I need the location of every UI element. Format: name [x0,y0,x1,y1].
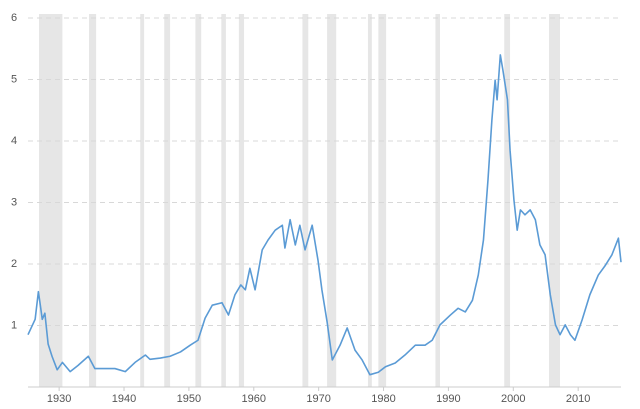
x-tick-label: 1930 [47,393,71,405]
recession-band [140,14,145,387]
y-tick-label: 3 [11,196,17,208]
recession-band [39,14,63,387]
recession-band [88,14,97,387]
x-tick-label: 1960 [242,393,266,405]
x-tick-label: 1970 [306,393,330,405]
y-tick-label: 2 [11,258,17,270]
y-tick-label: 6 [11,12,17,24]
recession-band [195,14,202,387]
recession-band [302,14,309,387]
recession-band [435,14,440,387]
data-line [27,54,622,376]
y-tick-label: 4 [11,135,17,147]
recession-band [221,14,226,387]
recession-band [548,14,561,387]
x-tick-label: 1990 [436,393,460,405]
x-tick-label: 2000 [501,393,525,405]
x-tick-label: 1940 [112,393,136,405]
recession-band [367,14,372,387]
x-tick-label: 2010 [566,393,590,405]
recession-band [504,14,511,387]
x-tick-label: 1980 [371,393,395,405]
x-tick-label: 1950 [177,393,201,405]
recession-band [164,14,171,387]
recession-band [327,14,337,387]
y-tick-label: 1 [11,319,17,331]
recession-band [378,14,387,387]
y-tick-label: 5 [11,73,17,85]
recession-band [238,14,245,387]
